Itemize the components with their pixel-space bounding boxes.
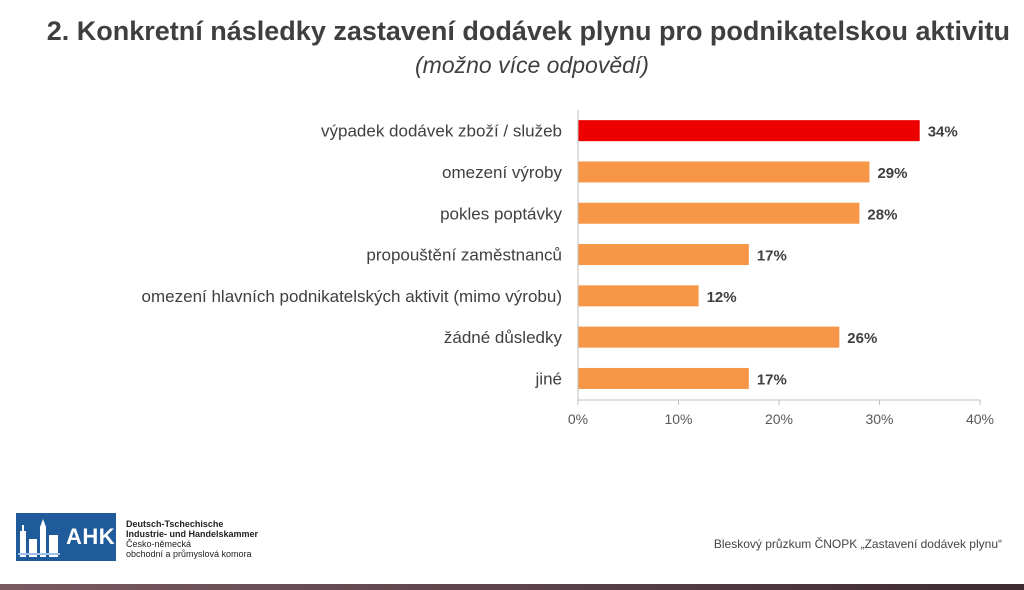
bottom-strip [0,584,1024,590]
value-label-2: 29% [877,165,907,182]
slide-title: 2. Konkretní následky zastavení dodávek … [46,16,1010,46]
ahk-logo: AHK Deutsch-Tschechische Industrie- und … [16,513,258,563]
category-label-5: omezení hlavních podnikatelských aktivit… [142,287,562,306]
logo-line-2: Industrie- und Handelskammer [126,529,259,539]
value-label-3: 28% [867,206,897,223]
ahk-logo-box: AHK [16,513,116,561]
value-label-1: 34% [928,124,958,141]
ahk-logo-text: AHK [66,524,116,549]
bar-5 [578,285,699,307]
x-tick-label-1: 0% [568,411,588,427]
ahk-chamber-name: Deutsch-Tschechische Industrie- und Hand… [126,519,258,559]
x-tick-label-3: 20% [765,411,793,427]
bar-7 [578,367,749,389]
value-label-4: 17% [757,248,787,265]
logo-line-1: Deutsch-Tschechische [126,519,224,529]
logo-line-3: Česko-německá [126,539,192,549]
bar-2 [578,161,870,183]
slide-subtitle: (možno více odpovědí) [415,52,649,78]
value-label-7: 17% [757,371,787,388]
bar-1 [578,120,920,142]
bar-3 [578,202,860,224]
logo-line-4: obchodní a průmyslová komora [126,549,252,559]
bar-6 [578,326,840,348]
category-label-4: propouštění zaměstnanců [366,246,562,265]
x-tick-label-5: 40% [966,411,994,427]
city-skyline-icon [18,519,60,557]
source-note: Bleskový průzkum ČNOPK „Zastavení dodáve… [713,537,1002,551]
category-label-6: žádné důsledky [444,328,563,347]
value-label-6: 26% [847,330,877,347]
category-label-2: omezení výroby [442,163,562,182]
category-label-1: výpadek dodávek zboží / služeb [321,122,562,141]
x-tick-label-4: 30% [865,411,893,427]
x-tick-label-2: 10% [664,411,692,427]
bar-4 [578,244,749,266]
category-label-3: pokles poptávky [440,204,562,223]
category-label-7: jiné [535,369,562,388]
bar-chart: výpadek dodávek zboží / služeb 34% omezení… [142,110,994,427]
value-label-5: 12% [707,289,737,306]
